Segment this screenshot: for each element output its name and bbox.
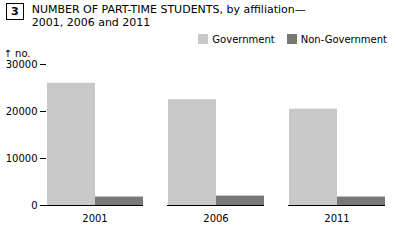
svg-text:30000: 30000 [6, 59, 38, 70]
svg-text:2001: 2001 [82, 213, 107, 224]
html-text:Non-Government: Non-Government [300, 33, 387, 45]
html-text:3: 3 [11, 5, 19, 18]
svg-text:2011: 2011 [324, 213, 349, 224]
svg-text:↑ no.: ↑ no. [4, 48, 31, 59]
html-text:Government: Government [212, 33, 275, 45]
svg-text:0: 0 [31, 200, 37, 211]
svg-text:10000: 10000 [6, 153, 38, 164]
svg-text:2006: 2006 [203, 213, 228, 224]
svg-text:20000: 20000 [6, 106, 38, 117]
html-text:NUMBER OF PART-TIME STUDENTS,: NUMBER OF PART-TIME STUDENTS, by affilia… [31, 3, 306, 16]
html-text:2001, 2006 and 2011: 2001, 2006 and 2011 [31, 16, 151, 29]
